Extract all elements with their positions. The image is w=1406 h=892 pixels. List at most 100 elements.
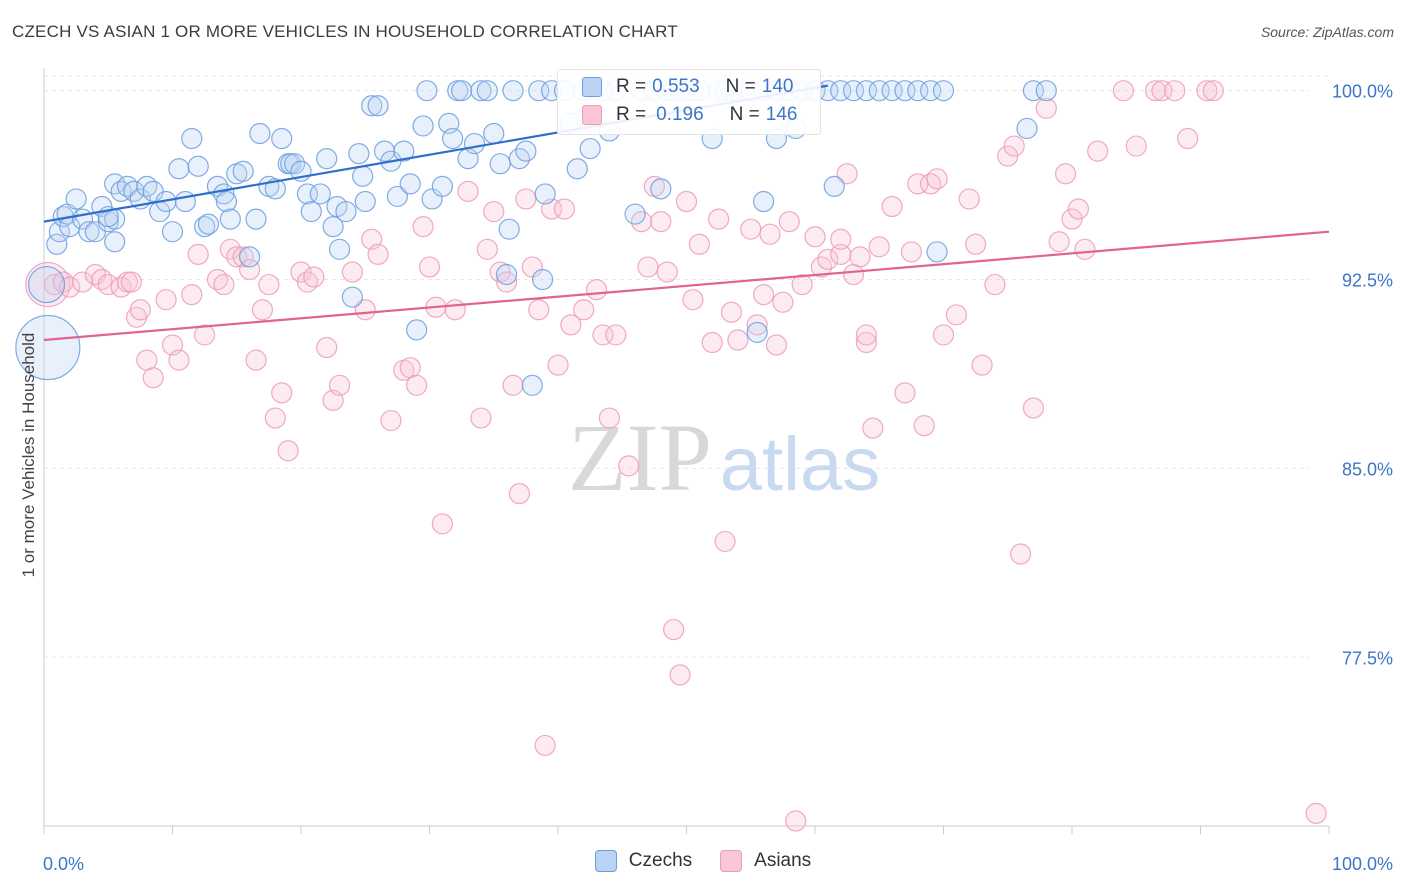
czech-point <box>868 80 890 102</box>
y-axis-title: 1 or more Vehicles in Household <box>19 333 38 578</box>
asian-point <box>1196 80 1218 102</box>
czech-point <box>515 140 537 162</box>
chart-title: CZECH VS ASIAN 1 OR MORE VEHICLES IN HOU… <box>12 22 678 41</box>
czech-point <box>300 200 322 223</box>
asian-point <box>746 314 768 336</box>
czech-point <box>528 80 550 102</box>
asian-point <box>778 211 800 233</box>
asian-point <box>598 407 621 429</box>
asian-point <box>367 243 389 265</box>
czech-point <box>932 80 955 102</box>
asian-point <box>528 299 550 321</box>
asian-point <box>881 195 903 218</box>
asian-point <box>560 314 582 336</box>
asian-point <box>592 324 614 346</box>
asian-point <box>1202 80 1224 102</box>
asian-point <box>759 223 781 245</box>
czech-point <box>746 321 768 344</box>
asian-point <box>855 324 878 346</box>
y-tick-label: 77.5% <box>1342 648 1393 668</box>
asian-point <box>213 273 235 296</box>
asian-point <box>804 226 826 248</box>
x-tick-label-min: 0.0% <box>43 854 84 874</box>
asian-point <box>830 228 852 250</box>
asian-point <box>187 243 209 265</box>
legend-swatch-czech <box>582 77 602 97</box>
czech-point <box>823 175 845 197</box>
asian-point <box>341 261 363 283</box>
watermark-zip: ZIP <box>568 404 712 511</box>
czech-point <box>219 208 241 230</box>
czech-point <box>830 80 852 102</box>
legend-item-czechs: Czechs <box>594 850 693 872</box>
asian-point <box>727 329 749 351</box>
asian-point <box>842 263 865 286</box>
legend-r-value: 0.553 <box>652 76 700 97</box>
asian-point <box>785 810 807 832</box>
czech-point <box>412 115 434 137</box>
czech-point <box>393 140 415 162</box>
czech-point <box>296 183 319 205</box>
asian-point <box>1048 231 1070 253</box>
asian-point <box>855 331 878 354</box>
asian-point <box>1177 127 1199 150</box>
asian-point <box>997 145 1019 167</box>
asian-point <box>836 163 858 185</box>
asian-point <box>965 233 987 255</box>
asian-point <box>129 299 151 321</box>
czech-point <box>78 221 100 243</box>
asian-point <box>752 284 775 306</box>
asian-point <box>913 414 935 437</box>
legend-swatch-asian <box>582 105 602 125</box>
czech-point <box>531 268 554 291</box>
asian-point <box>380 409 402 432</box>
czech-point <box>476 80 498 102</box>
legend-n-value: 146 <box>765 104 798 125</box>
legend-item-asians: Asians <box>720 850 811 872</box>
asian-point <box>701 331 723 354</box>
asian-point <box>496 271 518 293</box>
legend-r-label: R = <box>616 76 647 97</box>
legend-label-czechs: Czechs <box>628 850 693 871</box>
czech-point <box>521 374 543 396</box>
asian-point <box>765 334 788 356</box>
asian-point <box>251 299 274 321</box>
asian-point <box>399 357 421 379</box>
legend-n-value: 140 <box>761 76 794 97</box>
asian-point <box>303 266 325 288</box>
czech-point <box>46 233 68 255</box>
czech-point <box>881 80 903 102</box>
asian-point <box>573 299 595 321</box>
asian-point <box>194 324 216 346</box>
asian-point <box>1305 802 1327 825</box>
legend-swatch-czechs <box>594 850 617 872</box>
czech-point <box>104 231 126 253</box>
asian-point <box>1164 80 1186 102</box>
czech-point <box>399 173 421 195</box>
asian-point <box>258 273 280 296</box>
asian-point <box>1035 97 1057 119</box>
czech-point <box>322 216 344 238</box>
legend-swatch-asians <box>720 850 743 872</box>
y-tick-label: 92.5% <box>1342 271 1393 291</box>
czech-point <box>855 80 878 102</box>
czech-point <box>271 127 293 150</box>
asian-point <box>669 664 691 686</box>
asian-point <box>656 261 678 283</box>
asian-point <box>926 168 948 190</box>
czech-point <box>264 178 286 200</box>
czech-point <box>249 122 271 145</box>
asian-point <box>1061 208 1083 230</box>
czech-point <box>624 203 646 225</box>
asian-point <box>515 188 537 210</box>
czech-point <box>842 80 865 102</box>
asian-point <box>708 208 730 230</box>
czech-point <box>489 153 511 175</box>
czech-point <box>920 80 942 102</box>
source-label: Source: ZipAtlas.com <box>1260 24 1394 40</box>
asian-point <box>168 349 190 371</box>
correlation-legend: R = 0.553 N = 140 R = 0.196 N = 146 <box>557 69 821 135</box>
czech-point <box>534 183 556 205</box>
asian-point <box>483 200 505 223</box>
asian-point <box>1022 397 1045 419</box>
